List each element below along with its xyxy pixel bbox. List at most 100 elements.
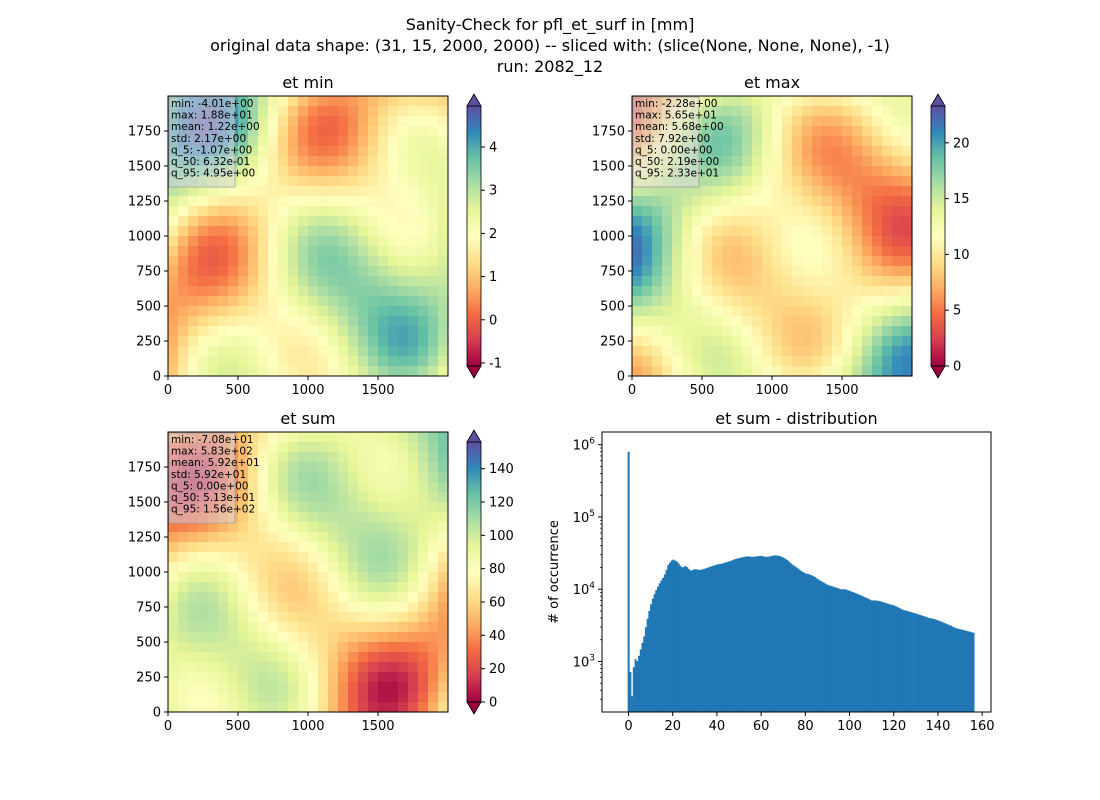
heatmap-cell bbox=[248, 502, 259, 513]
stats-line: min: -4.01e+00 bbox=[171, 98, 253, 110]
heatmap-cell bbox=[338, 532, 349, 543]
heatmap-cell bbox=[632, 246, 643, 257]
heatmap-cell bbox=[652, 236, 663, 247]
heatmap-cell bbox=[368, 176, 379, 187]
heatmap-cell bbox=[248, 366, 259, 377]
heatmap-cell bbox=[428, 572, 439, 583]
heatmap-cell bbox=[198, 326, 209, 337]
heatmap-cell bbox=[178, 662, 189, 673]
heatmap-cell bbox=[238, 692, 249, 703]
heatmap-cell bbox=[438, 572, 449, 583]
heatmap-cell bbox=[318, 482, 329, 493]
heatmap-cell bbox=[398, 186, 409, 197]
heatmap-cell bbox=[298, 642, 309, 653]
heatmap-cell bbox=[368, 492, 379, 503]
heatmap-cell bbox=[308, 346, 319, 357]
heatmap-cell bbox=[348, 346, 359, 357]
heatmap-cell bbox=[438, 156, 449, 167]
heatmap-cell bbox=[408, 96, 419, 107]
heatmap-cell bbox=[722, 196, 733, 207]
stats-line: min: -2.28e+00 bbox=[635, 98, 717, 110]
heatmap-cell bbox=[782, 116, 793, 127]
heatmap-cell bbox=[248, 672, 259, 683]
heatmap-cell bbox=[742, 166, 753, 177]
heatmap-cell bbox=[892, 316, 903, 327]
heatmap-cell bbox=[388, 126, 399, 137]
heatmap-cell bbox=[418, 106, 429, 117]
heatmap-cell bbox=[338, 682, 349, 693]
heatmap-cell bbox=[862, 166, 873, 177]
heatmap-cell bbox=[198, 582, 209, 593]
heatmap-cell bbox=[298, 326, 309, 337]
heatmap-cell bbox=[802, 296, 813, 307]
heatmap-cell bbox=[742, 146, 753, 157]
heatmap-cell bbox=[418, 462, 429, 473]
heatmap-cell bbox=[672, 316, 683, 327]
heatmap-cell bbox=[368, 642, 379, 653]
heatmap-cell bbox=[268, 96, 279, 107]
histogram-bar bbox=[856, 594, 859, 712]
heatmap-cell bbox=[732, 356, 743, 367]
heatmap-cell bbox=[238, 146, 249, 157]
heatmap-cell bbox=[682, 346, 693, 357]
histogram-bar bbox=[970, 632, 973, 712]
heatmap-cell bbox=[742, 296, 753, 307]
heatmap-cell bbox=[892, 216, 903, 227]
colorbar-tick-label: 40 bbox=[489, 629, 506, 644]
heatmap-cell bbox=[258, 532, 269, 543]
heatmap-cell bbox=[308, 126, 319, 137]
heatmap-cell bbox=[298, 336, 309, 347]
heatmap-cell bbox=[882, 136, 893, 147]
heatmap-cell bbox=[902, 306, 913, 317]
heatmap-cell bbox=[762, 246, 773, 257]
heatmap-cell bbox=[238, 662, 249, 673]
heatmap-cell bbox=[388, 502, 399, 513]
heatmap-cell bbox=[268, 702, 279, 713]
heatmap-cell bbox=[288, 266, 299, 277]
heatmap-cell bbox=[278, 592, 289, 603]
heatmap-cell bbox=[248, 266, 259, 277]
heatmap-cell bbox=[228, 682, 239, 693]
heatmap-cell bbox=[732, 256, 743, 267]
heatmap-cell bbox=[802, 306, 813, 317]
y-tick-label: 500 bbox=[600, 300, 625, 315]
heatmap-cell bbox=[258, 552, 269, 563]
heatmap-cell bbox=[268, 346, 279, 357]
x-tick-label: 0 bbox=[164, 383, 172, 398]
heatmap-cell bbox=[722, 126, 733, 137]
heatmap-cell bbox=[388, 622, 399, 633]
heatmap-cell bbox=[632, 186, 643, 197]
heatmap-cell bbox=[288, 642, 299, 653]
heatmap-cell bbox=[298, 196, 309, 207]
heatmap-cell bbox=[662, 256, 673, 267]
heatmap-cell bbox=[318, 702, 329, 713]
heatmap-cell bbox=[662, 236, 673, 247]
heatmap-cell bbox=[328, 512, 339, 523]
heatmap-cell bbox=[398, 346, 409, 357]
heatmap-cell bbox=[662, 306, 673, 317]
heatmap-cell bbox=[428, 326, 439, 337]
heatmap-cell bbox=[418, 236, 429, 247]
heatmap-cell bbox=[882, 366, 893, 377]
heatmap-cell bbox=[228, 296, 239, 307]
histogram-bar bbox=[855, 593, 858, 712]
heatmap-cell bbox=[398, 226, 409, 237]
heatmap-cell bbox=[882, 296, 893, 307]
heatmap-cell bbox=[208, 206, 219, 217]
heatmap-cell bbox=[318, 176, 329, 187]
heatmap-cell bbox=[278, 126, 289, 137]
heatmap-cell bbox=[348, 602, 359, 613]
heatmap-cell bbox=[288, 472, 299, 483]
heatmap-cell bbox=[288, 492, 299, 503]
heatmap-cell bbox=[852, 196, 863, 207]
heatmap-cell bbox=[168, 236, 179, 247]
histogram-bar bbox=[962, 629, 965, 712]
heatmap-cell bbox=[812, 146, 823, 157]
heatmap-cell bbox=[208, 266, 219, 277]
heatmap-cell bbox=[258, 116, 269, 127]
heatmap-cell bbox=[368, 276, 379, 287]
heatmap-cell bbox=[268, 492, 279, 503]
histogram-bar bbox=[815, 578, 818, 712]
heatmap-cell bbox=[248, 216, 259, 227]
heatmap-cell bbox=[842, 106, 853, 117]
